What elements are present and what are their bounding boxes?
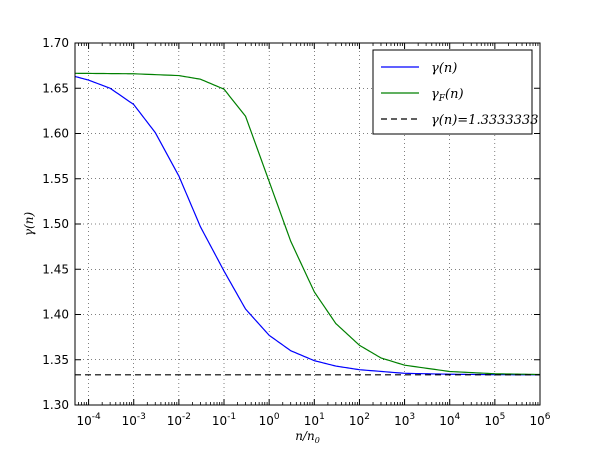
x-tick-label: 102 <box>349 412 370 428</box>
x-tick-label: 10-4 <box>76 412 101 428</box>
y-tick-label: 1.50 <box>42 217 69 231</box>
series-layer <box>74 72 541 376</box>
x-tick-label: 105 <box>484 412 505 428</box>
legend-box <box>372 49 533 135</box>
y-tick-label: 1.40 <box>42 308 69 322</box>
x-tick-label: 103 <box>394 412 415 428</box>
y-tick-label: 1.35 <box>42 353 69 367</box>
y-tick-label: 1.60 <box>42 127 69 141</box>
y-tick-label: 1.65 <box>42 81 69 95</box>
x-tick-label: 101 <box>304 412 325 428</box>
legend-label-2: γ(n)=1.3333333 <box>431 113 538 128</box>
axis-ticks: 10-4 10-3 10-2 10-1 100 101 102 103 104 105 106 1.3… <box>42 36 550 428</box>
series-line-1 <box>74 72 541 376</box>
x-axis-label: n/n0 <box>295 429 320 445</box>
y-tick-label: 1.45 <box>42 262 69 276</box>
x-tick-label: 100 <box>259 412 280 428</box>
x-tick-label: 106 <box>529 412 550 428</box>
x-tick-label: 10-1 <box>212 412 236 428</box>
x-tick-label: 10-2 <box>167 412 191 428</box>
x-tick-label: 104 <box>439 412 460 428</box>
x-tick-label: 10-3 <box>122 412 146 428</box>
y-tick-label: 1.30 <box>42 398 69 412</box>
series-line-0 <box>74 75 540 376</box>
y-tick-label: 1.55 <box>42 172 69 186</box>
legend-label-1: γF(n) <box>431 87 464 104</box>
legend-label-0: γ(n) <box>431 61 457 76</box>
axis-labels: n/n0 γ(n) <box>22 212 320 445</box>
y-tick-label: 1.70 <box>42 36 69 50</box>
y-axis-label: γ(n) <box>22 212 36 237</box>
legend: γ(n) γF(n) γ(n)=1.3333333 <box>372 49 538 135</box>
